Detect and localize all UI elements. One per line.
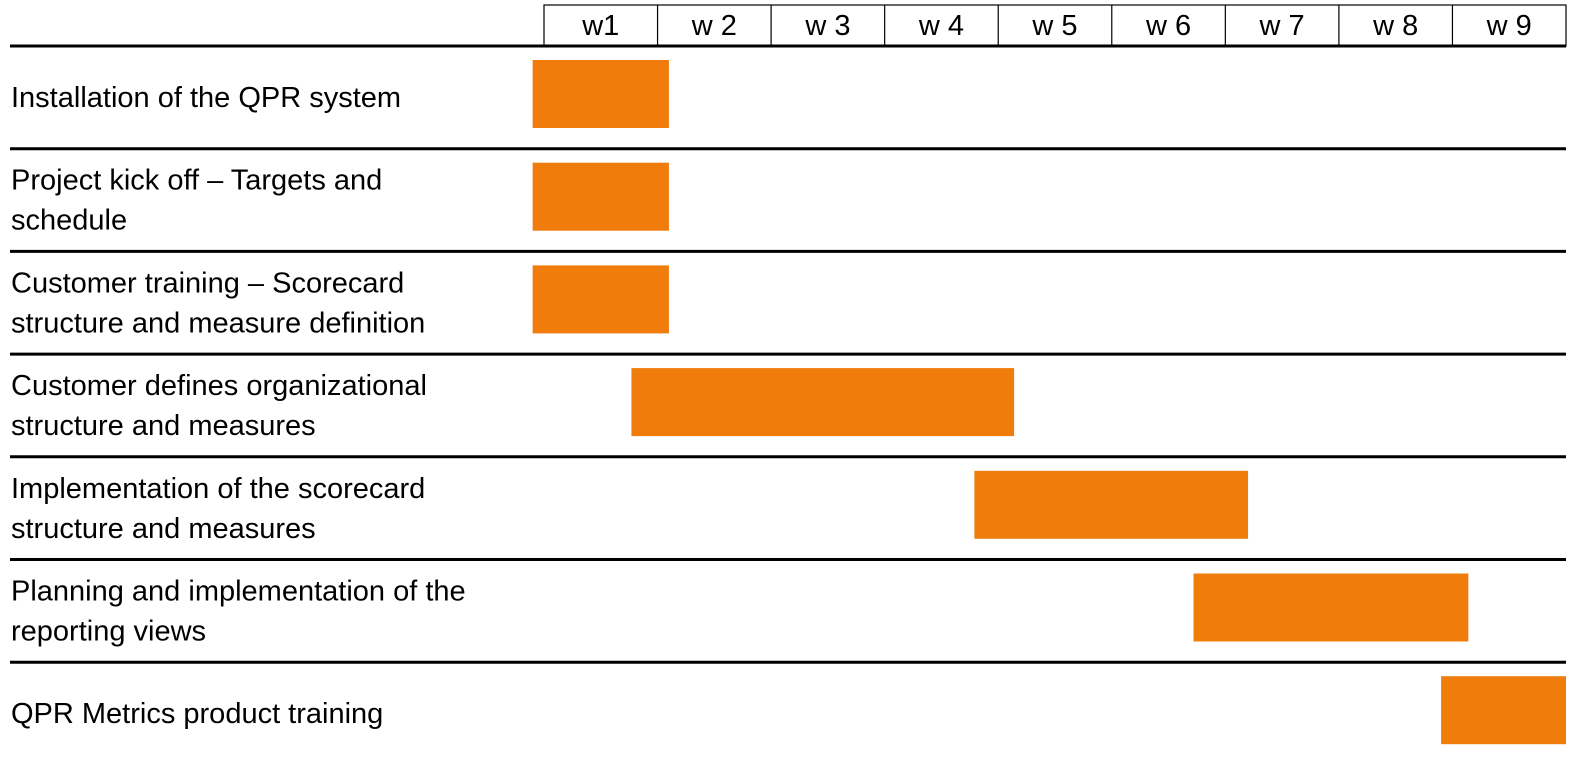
task-label: schedule [11, 205, 127, 237]
week-label: w 8 [1372, 10, 1418, 42]
task-bar [532, 60, 669, 128]
task-label: Project kick off – Targets and [11, 165, 382, 197]
week-label: w1 [581, 10, 619, 42]
week-label: w 3 [804, 10, 850, 42]
task-bar [631, 368, 1015, 437]
task-label: Customer training – Scorecard [11, 267, 404, 299]
task-label: Planning and implementation of the [11, 576, 466, 608]
task-bar [532, 265, 669, 334]
task-label: structure and measures [11, 513, 316, 545]
task-bar [974, 470, 1249, 539]
week-label: w 2 [691, 10, 737, 42]
week-label: w 9 [1486, 10, 1532, 42]
task-bar [1193, 573, 1469, 642]
task-label: structure and measure definition [11, 307, 425, 339]
task-label: reporting views [11, 616, 206, 648]
week-label: w 4 [918, 10, 964, 42]
task-label: Customer defines organizational [11, 370, 427, 402]
task-label: Installation of the QPR system [11, 82, 401, 114]
task-label: structure and measures [11, 410, 316, 442]
week-label: w 7 [1259, 10, 1305, 42]
task-bar [532, 162, 669, 231]
week-label: w 6 [1145, 10, 1191, 42]
task-bar [1441, 676, 1566, 745]
task-label: Implementation of the scorecard [11, 473, 425, 505]
week-label: w 5 [1031, 10, 1077, 42]
task-label: QPR Metrics product training [11, 698, 383, 730]
